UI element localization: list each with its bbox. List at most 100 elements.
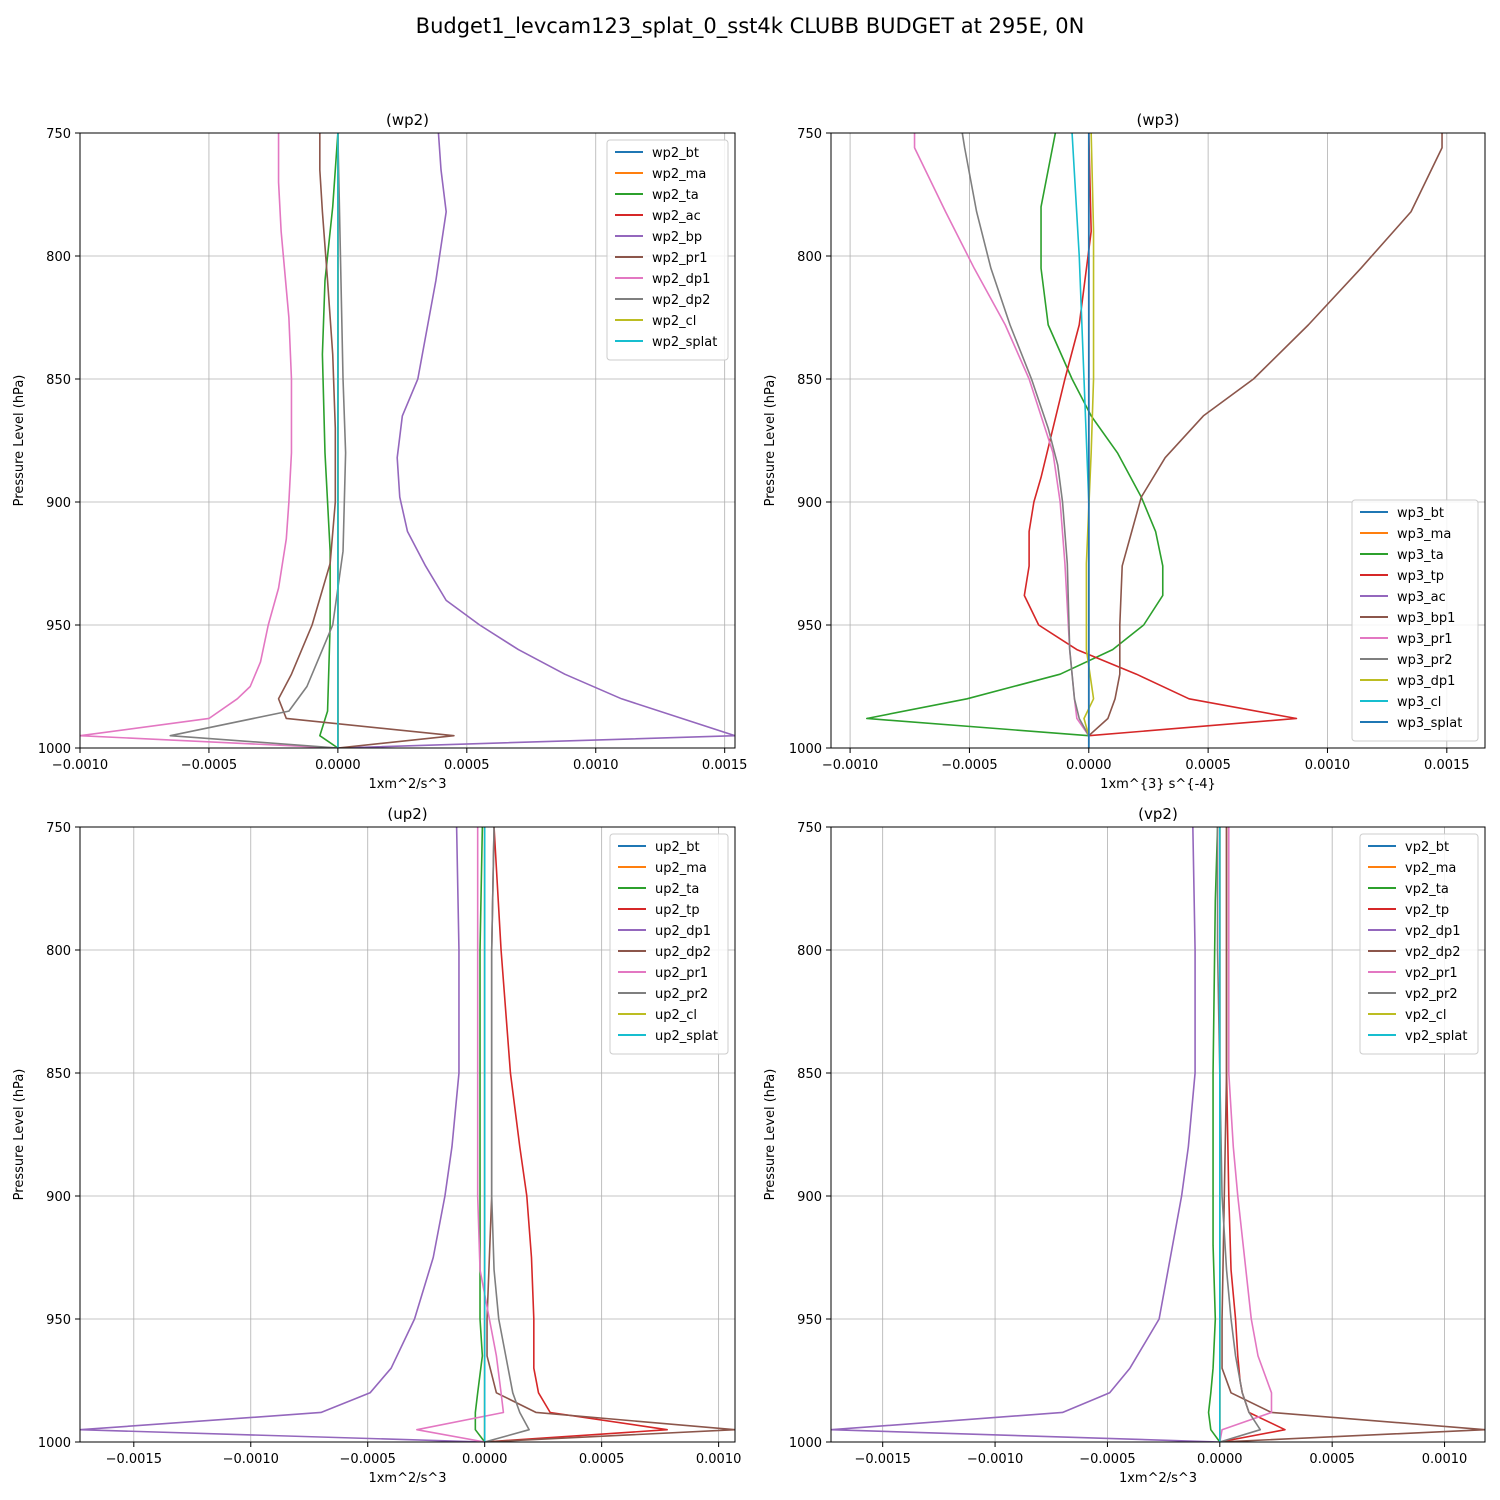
axes-frame — [830, 132, 1486, 749]
x-tick-label: 0.0000 — [315, 758, 361, 773]
legend-label: vp2_tp — [1405, 903, 1449, 918]
series-line-wp3_pr1 — [913, 133, 1090, 737]
legend-label: vp2_bt — [1405, 840, 1449, 855]
series-line-wp3_dp1 — [1083, 133, 1095, 736]
legend-label: wp2_pr1 — [652, 251, 708, 266]
subplot-title: (wp2) — [386, 111, 429, 129]
legend-label: up2_splat — [655, 1029, 718, 1044]
series-line-up2_dp1 — [80, 827, 485, 1442]
legend: wp2_bt wp2_ma wp2_ta wp2_ac wp2_bp wp2_pr1 wp2… — [606, 139, 729, 361]
y-tick-label: 800 — [46, 250, 71, 265]
subplot-2: −0.0015 −0.0010 −0.0005 0.0000 0.0005 0.0010 7… — [12, 805, 741, 1486]
series-line-wp2_bp — [337, 133, 735, 748]
legend-label: vp2_dp1 — [1405, 924, 1461, 939]
y-tick-label: 850 — [46, 1067, 71, 1082]
x-tick-label: 0.0010 — [573, 758, 619, 773]
legend-label: wp2_dp1 — [652, 272, 710, 287]
x-axis-label: 1xm^2/s^3 — [368, 777, 446, 792]
y-tick-label: 900 — [797, 1190, 822, 1205]
subplot-title: (vp2) — [1138, 805, 1178, 823]
legend-label: up2_ma — [655, 861, 707, 876]
y-tick-label: 950 — [797, 619, 822, 634]
legend-label: wp2_ma — [652, 167, 706, 182]
y-tick-label: 850 — [797, 1067, 822, 1082]
series-line-wp2_dp2 — [169, 133, 347, 748]
y-axis-label: Pressure Level (hPa) — [12, 1069, 27, 1201]
legend-label: vp2_cl — [1405, 1008, 1446, 1023]
y-tick-label: 1000 — [789, 1436, 822, 1451]
series-group — [80, 827, 735, 1442]
legend-label: wp3_splat — [1397, 716, 1462, 731]
legend-label: vp2_splat — [1405, 1029, 1467, 1044]
legend-label: up2_pr1 — [655, 966, 708, 981]
series-group — [80, 133, 735, 748]
y-tick-label: 1000 — [789, 742, 822, 757]
x-tick-label: −0.0010 — [967, 1452, 1023, 1467]
y-axis-label: Pressure Level (hPa) — [763, 375, 778, 507]
series-line-wp3_pr2 — [961, 133, 1090, 737]
legend-label: wp3_pr2 — [1397, 653, 1453, 668]
legend-label: vp2_pr2 — [1405, 987, 1458, 1002]
series-line-up2_pr2 — [484, 827, 530, 1442]
x-tick-label: −0.0005 — [1079, 1452, 1135, 1467]
x-tick-label: 0.0000 — [1066, 758, 1112, 773]
y-tick-label: 800 — [797, 250, 822, 265]
legend-label: up2_bt — [655, 840, 700, 855]
series-line-wp3_ta — [865, 133, 1164, 737]
legend-label: wp2_bp — [652, 230, 702, 245]
x-tick-label: −0.0010 — [223, 1452, 279, 1467]
legend-label: up2_tp — [655, 903, 700, 918]
y-tick-label: 750 — [46, 821, 71, 836]
y-tick-label: 750 — [797, 127, 822, 142]
series-line-wp3_bp1 — [1088, 133, 1443, 737]
y-tick-label: 750 — [797, 821, 822, 836]
axes-frame — [830, 826, 1486, 1443]
subplot-title: (wp3) — [1136, 111, 1179, 129]
series-line-vp2_dp1 — [831, 827, 1220, 1442]
y-tick-label: 950 — [46, 1313, 71, 1328]
legend-label: up2_dp1 — [655, 924, 711, 939]
y-tick-label: 750 — [46, 127, 71, 142]
y-tick-label: 850 — [797, 373, 822, 388]
legend-label: up2_cl — [655, 1008, 697, 1023]
legend-label: wp2_splat — [652, 335, 717, 350]
x-tick-label: 0.0015 — [1424, 758, 1470, 773]
legend-label: wp3_dp1 — [1397, 674, 1455, 689]
figure-title: Budget1_levcam123_splat_0_sst4k CLUBB BU… — [415, 14, 1085, 38]
subplot-title: (up2) — [387, 805, 427, 823]
legend-label: vp2_dp2 — [1405, 945, 1461, 960]
x-tick-label: 0.0010 — [1422, 1452, 1468, 1467]
subplot-1: −0.0010 −0.0005 0.0000 0.0005 0.0010 0.0015 75… — [763, 111, 1486, 792]
x-tick-label: −0.0005 — [181, 758, 237, 773]
x-tick-label: 0.0005 — [444, 758, 490, 773]
x-axis-label: 1xm^2/s^3 — [1119, 1471, 1197, 1486]
y-tick-label: 1000 — [38, 1436, 71, 1451]
y-tick-label: 900 — [797, 496, 822, 511]
x-tick-label: 0.0005 — [579, 1452, 625, 1467]
legend: wp3_bt wp3_ma wp3_ta wp3_tp wp3_ac wp3_bp1 wp3… — [1351, 499, 1479, 742]
series-line-wp3_tp — [1023, 133, 1298, 737]
legend-label: up2_dp2 — [655, 945, 711, 960]
legend-label: wp3_ta — [1397, 548, 1444, 563]
axes-frame — [79, 826, 736, 1443]
y-tick-label: 800 — [797, 944, 822, 959]
legend-label: vp2_ma — [1405, 861, 1456, 876]
series-line-wp2_pr1 — [277, 133, 455, 748]
x-tick-label: 0.0005 — [1185, 758, 1231, 773]
x-axis-label: 1xm^{3} s^{-4} — [1100, 777, 1216, 792]
legend-label: wp3_ac — [1397, 590, 1446, 605]
series-line-vp2_pr2 — [1216, 827, 1262, 1442]
legend-label: wp2_ta — [652, 188, 699, 203]
x-tick-label: 0.0000 — [1197, 1452, 1243, 1467]
subplot-0: −0.0010 −0.0005 0.0000 0.0005 0.0010 0.0015 75… — [12, 111, 747, 792]
series-line-up2_ta — [474, 827, 486, 1442]
y-axis-label: Pressure Level (hPa) — [763, 1069, 778, 1201]
legend-label: wp3_pr1 — [1397, 632, 1453, 647]
x-tick-label: 0.0000 — [462, 1452, 508, 1467]
legend-label: vp2_ta — [1405, 882, 1449, 897]
subplot-3: −0.0015 −0.0010 −0.0005 0.0000 0.0005 0.0010 7… — [763, 805, 1486, 1486]
legend-label: up2_pr2 — [655, 987, 708, 1002]
x-tick-label: −0.0015 — [106, 1452, 162, 1467]
y-axis-label: Pressure Level (hPa) — [12, 375, 27, 507]
